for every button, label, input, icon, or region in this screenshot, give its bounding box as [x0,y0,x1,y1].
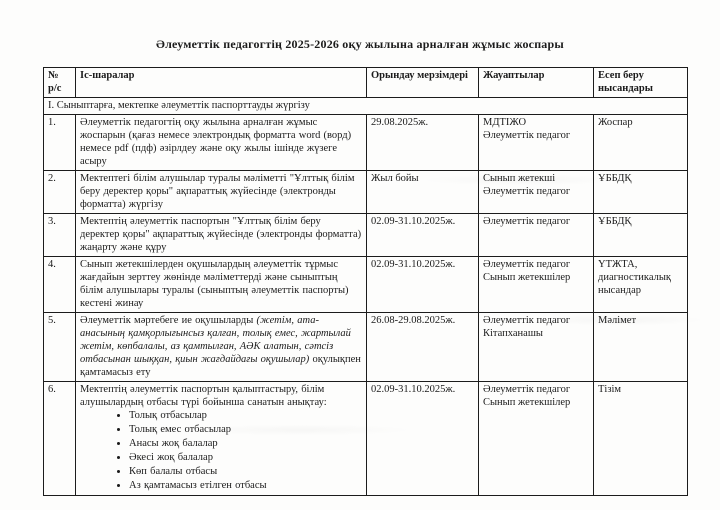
table-row: 4. Сынып жетекшілерден оқушылардың әлеум… [43,256,688,313]
responsible-cell: Әлеуметтік педагог Сынып жетекшілер [478,381,594,496]
cell-line: Әлеуметтік педагог [483,130,571,141]
report-cell: Жоспар [593,114,688,171]
responsible-cell: Әлеуметтік педагог Сынып жетекшілер [478,256,594,313]
page-title: Әлеуметтік педагогтің 2025-2026 оқу жылы… [156,37,564,51]
section-header-row: І. Сыныптарға, мектепке әлеуметтік паспо… [43,97,688,115]
row-number: 4. [43,256,76,313]
report-cell: Тізім [593,381,688,496]
cell-line: Сынып жетекшілер [483,397,571,408]
cell-line: Әлеуметтік педагог [483,216,571,227]
activity-cell: Мектептегі білім алушылар туралы мәлімет… [75,170,367,214]
table-header-row: № р/с Іс-шаралар Орындау мерзімдері Жауа… [43,67,688,98]
col-header-num-line1: № [48,70,59,81]
cell-line: Сынып жетекші [483,173,556,184]
row-number: 3. [43,213,76,257]
deadline-cell: 29.08.2025ж. [366,114,479,171]
section-title: І. Сыныптарға, мектепке әлеуметтік паспо… [43,97,688,115]
responsible-cell: Әлеуметтік педагог Кітапханашы [478,312,594,382]
activity-cell: Сынып жетекшілерден оқушылардың әлеуметт… [75,256,367,313]
activity-cell: Әлеуметтік мәртебеге ие оқушыларды (жеті… [75,312,367,382]
activity-text: Әлеуметтік мәртебеге ие оқушыларды [80,315,257,326]
deadline-cell: Жыл бойы [366,170,479,214]
col-header-activities: Іс-шаралар [75,67,367,98]
col-header-num: № р/с [43,67,76,98]
bullet-list: Толық отбасыларТолық емес отбасыларАнасы… [80,409,362,492]
responsible-cell: Әлеуметтік педагог [478,213,594,257]
responsible-cell: МДТІЖО Әлеуметтік педагог [478,114,594,171]
table-row: 1. Әлеуметтік педагогтің оқу жылына арна… [43,114,688,171]
cell-line: Кітапханашы [483,328,543,339]
cell-line: Әлеуметтік педагог [483,315,571,326]
cell-line: Әлеуметтік педагог [483,259,571,270]
bullet-item: Аз қамтамасыз етілген отбасы [129,479,362,492]
activity-text: оқулықпен қамтамасыз ету [80,354,361,378]
row-number: 5. [43,312,76,382]
table-row: 3. Мектептің әлеуметтік паспортын "Ұлтты… [43,213,688,257]
deadline-cell: 02.09-31.10.2025ж. [366,256,479,313]
activity-cell: Әлеуметтік педагогтің оқу жылына арналға… [75,114,367,171]
col-header-num-line2: р/с [48,83,62,94]
deadline-cell: 02.09-31.10.2025ж. [366,381,479,496]
bullet-item: Толық отбасылар [129,409,362,422]
bullet-item: Көп балалы отбасы [129,465,362,478]
cell-line: Сынып жетекшілер [483,272,571,283]
bullet-item: Анасы жоқ балалар [129,437,362,450]
bullet-item: Толық емес отбасылар [129,423,362,436]
report-cell: ҮТЖТА, диагностикалық нысандар [593,256,688,313]
work-plan-table: № р/с Іс-шаралар Орындау мерзімдері Жауа… [43,67,688,496]
row-number: 6. [43,381,76,496]
table-row: 5. Әлеуметтік мәртебеге ие оқушыларды (ж… [43,312,688,382]
responsible-cell: Сынып жетекші Әлеуметтік педагог [478,170,594,214]
cell-line: МДТІЖО [483,117,527,128]
table-row: 2. Мектептегі білім алушылар туралы мәлі… [43,170,688,214]
deadline-cell: 26.08-29.08.2025ж. [366,312,479,382]
col-header-deadline: Орындау мерзімдері [366,67,479,98]
report-cell: ҰББДҚ [593,213,688,257]
bullet-item: Әкесі жоқ балалар [129,451,362,464]
report-cell: ҰББДҚ [593,170,688,214]
activity-text: Мектептің әлеуметтік паспортын қалыптаст… [80,384,327,408]
cell-line: Әлеуметтік педагог [483,384,571,395]
deadline-cell: 02.09-31.10.2025ж. [366,213,479,257]
activity-cell: Мектептің әлеуметтік паспортын қалыптаст… [75,381,367,496]
activity-cell: Мектептің әлеуметтік паспортын "Ұлттық б… [75,213,367,257]
col-header-report: Есеп беру нысандары [593,67,688,98]
col-header-responsible: Жауаптылар [478,67,594,98]
report-cell: Мәлімет [593,312,688,382]
activity-text-italic: (жетім, ата-анасының қамқорлығынсыз қалғ… [80,315,351,365]
cell-line: Әлеуметтік педагог [483,186,571,197]
table-row: 6. Мектептің әлеуметтік паспортын қалыпт… [43,381,688,496]
row-number: 2. [43,170,76,214]
row-number: 1. [43,114,76,171]
